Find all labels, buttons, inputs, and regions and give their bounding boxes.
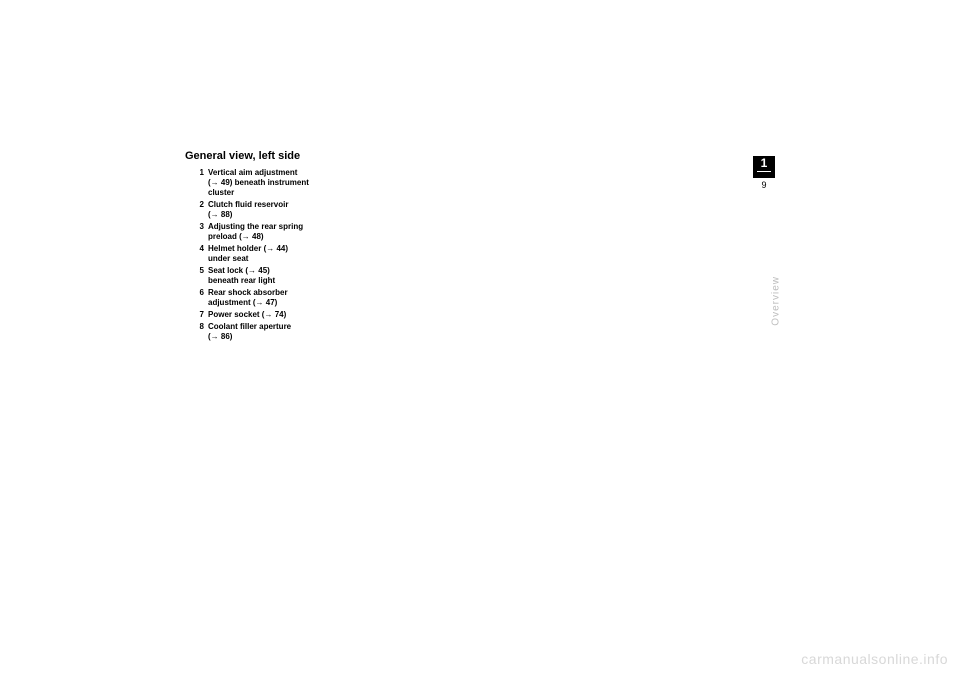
page-heading: General view, left side	[185, 150, 775, 162]
list-item: 2 Clutch fluid reservoir (→ 88)	[195, 200, 775, 220]
item-number: 2	[195, 200, 204, 220]
item-line: Rear shock absorber	[208, 288, 775, 298]
item-text: Clutch fluid reservoir (→ 88)	[208, 200, 775, 220]
page-number: 9	[753, 179, 775, 191]
item-number: 8	[195, 322, 204, 342]
item-line: (→ 86)	[208, 332, 775, 342]
chapter-number: 1	[753, 156, 775, 170]
list-item: 7 Power socket (→ 74)	[195, 310, 775, 320]
list-item: 4 Helmet holder (→ 44) under seat	[195, 244, 775, 264]
item-line: beneath rear light	[208, 276, 775, 286]
item-text: Seat lock (→ 45) beneath rear light	[208, 266, 775, 286]
manual-page: General view, left side 1 Vertical aim a…	[185, 150, 775, 555]
item-text: Power socket (→ 74)	[208, 310, 775, 320]
item-line: Helmet holder (→ 44)	[208, 244, 775, 254]
item-line: Adjusting the rear spring	[208, 222, 775, 232]
item-text: Coolant filler aperture (→ 86)	[208, 322, 775, 342]
item-line: adjustment (→ 47)	[208, 298, 775, 308]
callout-list: 1 Vertical aim adjustment (→ 49) beneath…	[185, 168, 775, 342]
chapter-tab: 1	[753, 156, 775, 178]
item-number: 5	[195, 266, 204, 286]
list-item: 8 Coolant filler aperture (→ 86)	[195, 322, 775, 342]
list-item: 5 Seat lock (→ 45) beneath rear light	[195, 266, 775, 286]
item-line: Vertical aim adjustment	[208, 168, 775, 178]
watermark: carmanualsonline.info	[801, 651, 948, 667]
item-text: Rear shock absorber adjustment (→ 47)	[208, 288, 775, 308]
item-number: 1	[195, 168, 204, 198]
item-line: (→ 49) beneath instrument	[208, 178, 775, 188]
list-item: 3 Adjusting the rear spring preload (→ 4…	[195, 222, 775, 242]
item-line: Seat lock (→ 45)	[208, 266, 775, 276]
item-number: 6	[195, 288, 204, 308]
tab-divider	[757, 171, 771, 172]
item-number: 3	[195, 222, 204, 242]
item-line: Clutch fluid reservoir	[208, 200, 775, 210]
item-line: cluster	[208, 188, 775, 198]
item-line: under seat	[208, 254, 775, 264]
item-line: Coolant filler aperture	[208, 322, 775, 332]
item-line: Power socket (→ 74)	[208, 310, 775, 320]
side-tab-area: 1 9 Overview	[745, 156, 775, 546]
item-text: Helmet holder (→ 44) under seat	[208, 244, 775, 264]
item-line: (→ 88)	[208, 210, 775, 220]
list-item: 6 Rear shock absorber adjustment (→ 47)	[195, 288, 775, 308]
item-line: preload (→ 48)	[208, 232, 775, 242]
item-text: Adjusting the rear spring preload (→ 48)	[208, 222, 775, 242]
item-text: Vertical aim adjustment (→ 49) beneath i…	[208, 168, 775, 198]
item-number: 4	[195, 244, 204, 264]
section-label: Overview	[771, 276, 782, 326]
list-item: 1 Vertical aim adjustment (→ 49) beneath…	[195, 168, 775, 198]
item-number: 7	[195, 310, 204, 320]
